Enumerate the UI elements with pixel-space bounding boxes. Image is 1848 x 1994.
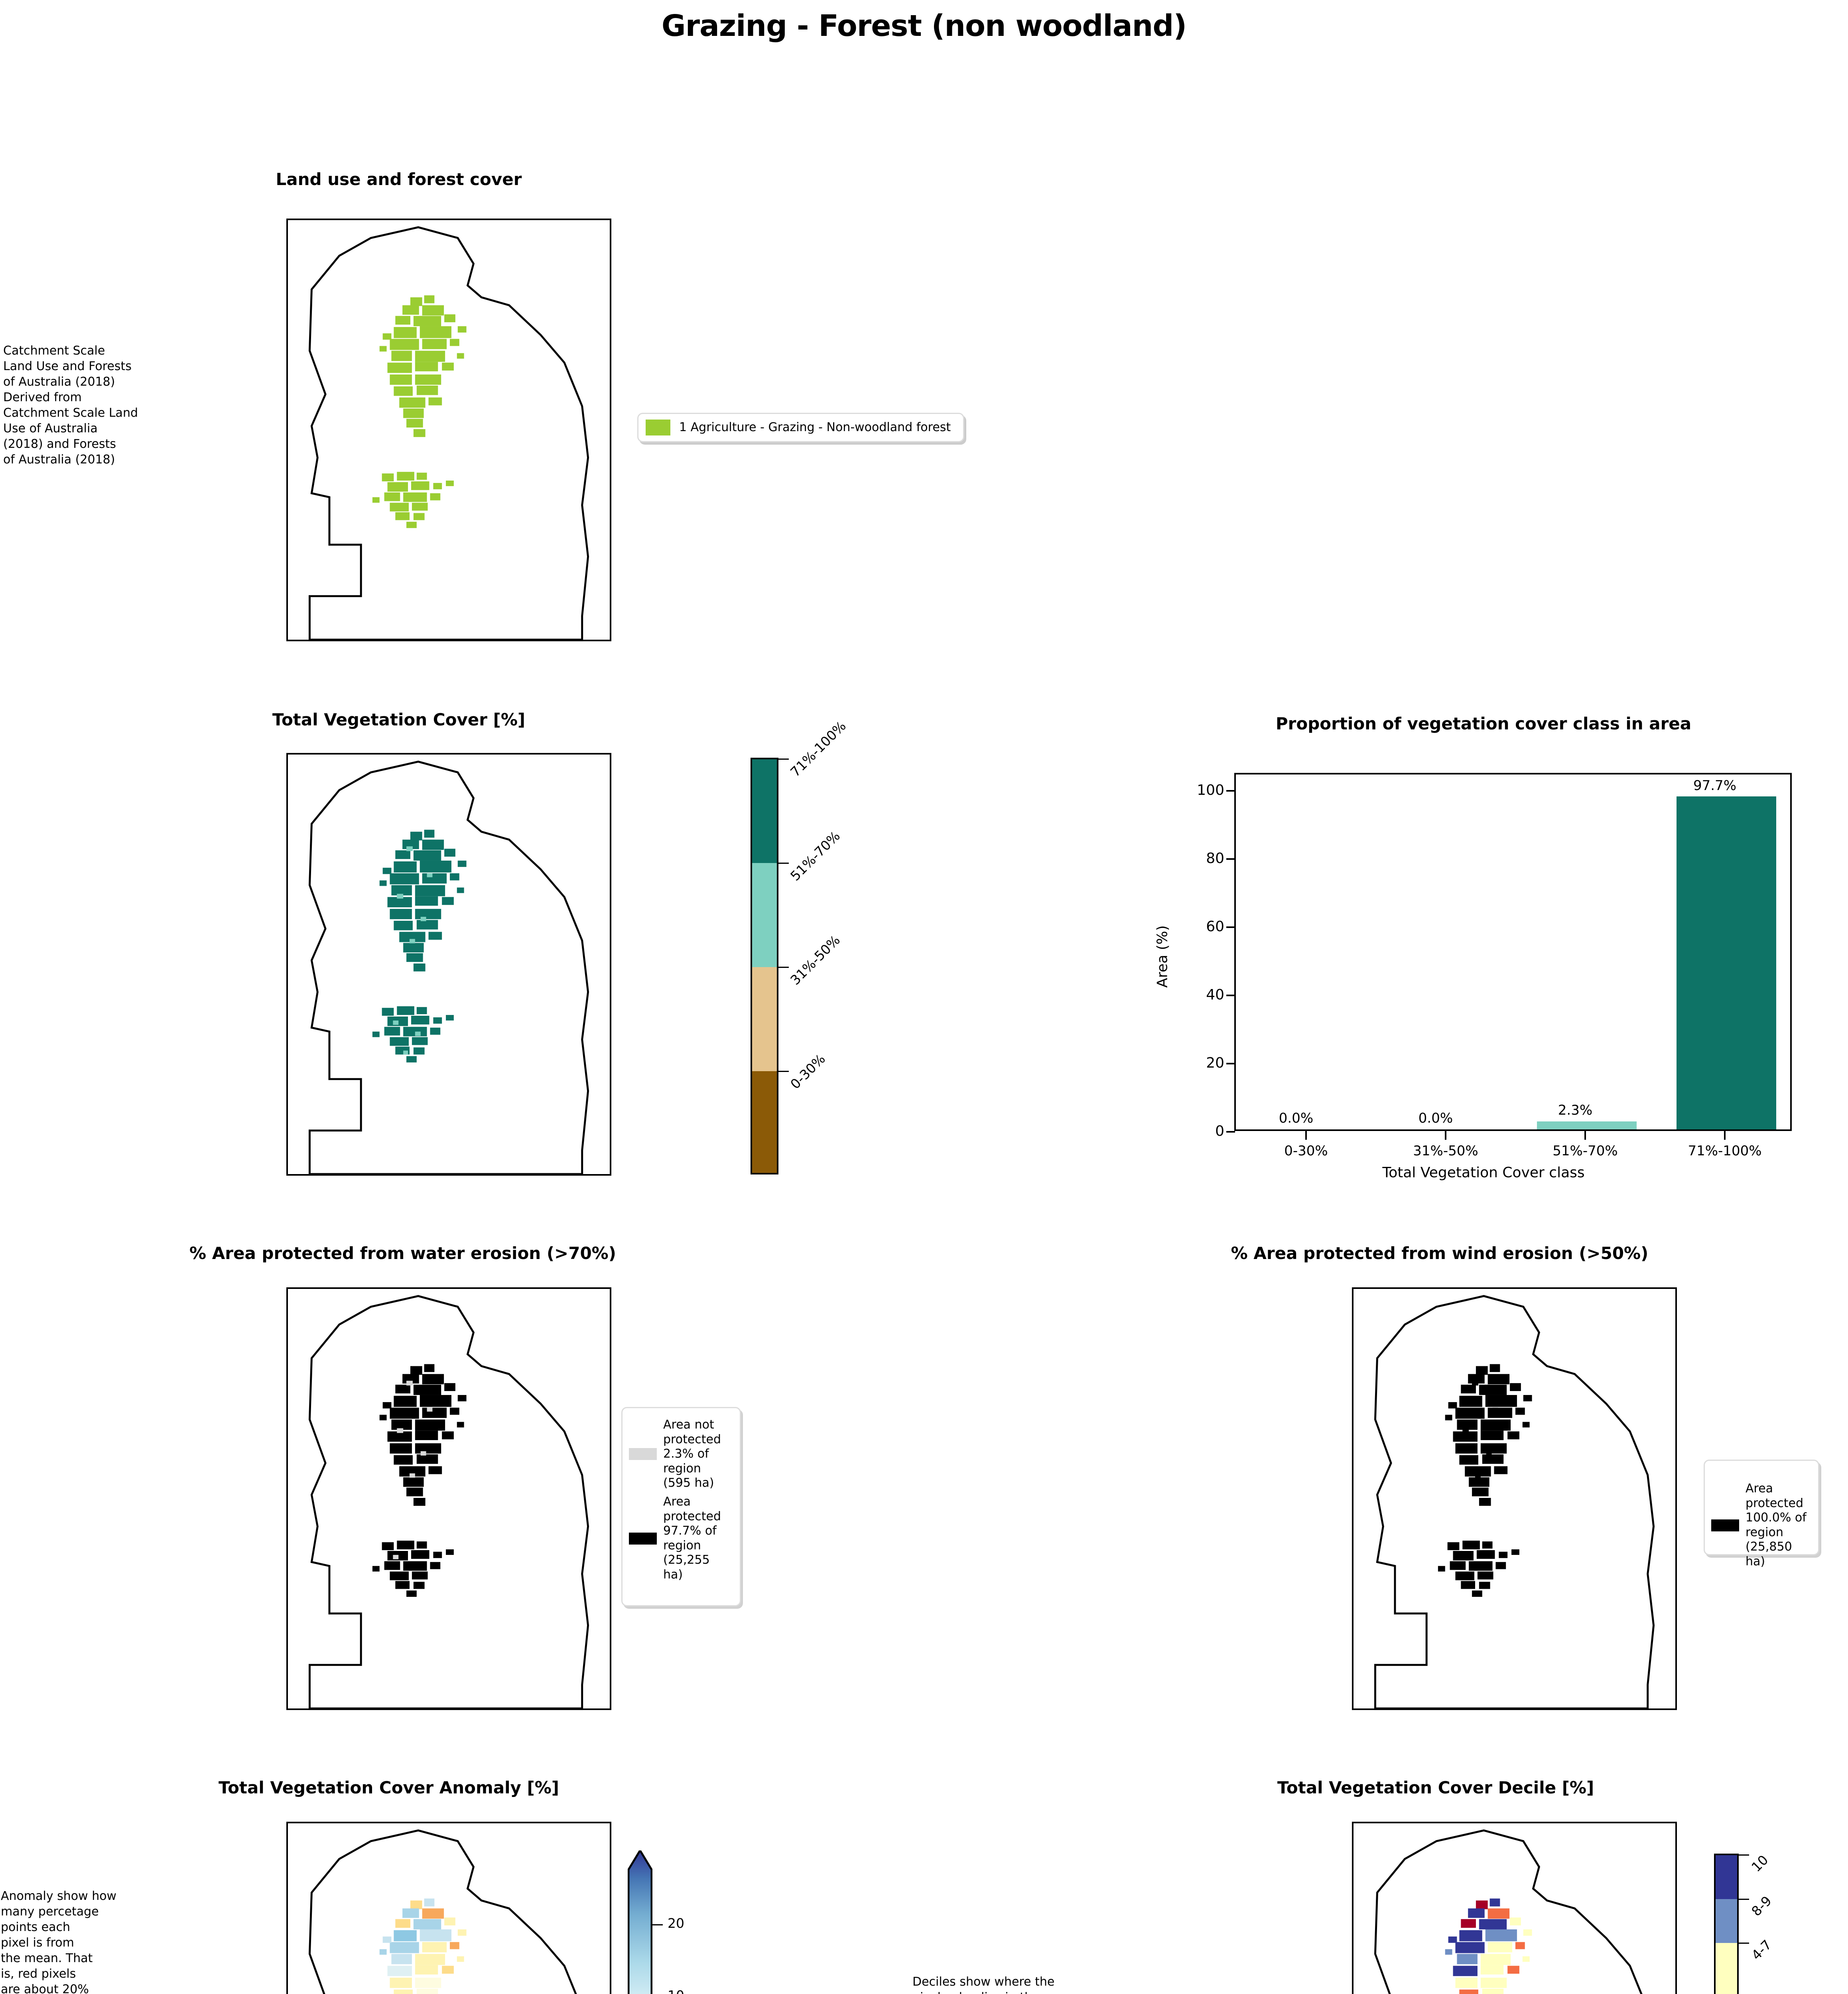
wind-panel-title: % Area protected from wind erosion (>50%…: [1231, 1243, 1649, 1263]
decile-explanation-note: Deciles show where the pixel value lies …: [912, 1975, 1055, 1994]
water-panel-title: % Area protected from water erosion (>70…: [189, 1243, 616, 1263]
cover-colorbar-label-0-30: 0-30%: [787, 1051, 828, 1092]
y-tick-80: 80: [1206, 850, 1224, 867]
landuse-source-note: Catchment Scale Land Use and Forests of …: [3, 344, 138, 467]
decile-label-10: 10: [1748, 1852, 1771, 1875]
decile-map-canvas: [1374, 1829, 1643, 1994]
x-tick-0-30: 0-30%: [1284, 1143, 1328, 1159]
water-legend-row-protected: Area protected 97.7% of region (25,255 h…: [629, 1495, 733, 1582]
x-tick-31-50: 31%-50%: [1413, 1143, 1478, 1159]
x-tick-71-100: 71%-100%: [1688, 1143, 1762, 1159]
cover-colorbar-seg-1: [752, 1071, 777, 1173]
anomaly-colorbar-gradient: [628, 1850, 652, 1994]
decile-colorbar-seg-8-9: [1716, 1899, 1737, 1943]
water-legend-text-protected: Area protected 97.7% of region (25,255 h…: [663, 1494, 721, 1582]
cover-colorbar-label-31-50: 31%-50%: [787, 932, 843, 988]
cover-colorbar-seg-4: [752, 759, 777, 863]
cover-map-canvas: [308, 761, 589, 1174]
landuse-panel-title: Land use and forest cover: [276, 169, 522, 189]
wind-legend-row-protected: Area protected 100.0% of region (25,850 …: [1711, 1482, 1812, 1569]
cover-colorbar-seg-3: [752, 863, 777, 967]
y-tick-40: 40: [1206, 987, 1224, 1003]
decile-colorbar-seg-4-7: [1716, 1943, 1737, 1994]
anomaly-map[interactable]: [286, 1822, 611, 1994]
bar-value-label-0: 0.0%: [1279, 1110, 1314, 1126]
wind-erosion-legend[interactable]: Area protected 100.0% of region (25,850 …: [1704, 1460, 1819, 1568]
water-legend-swatch-not-protected: [629, 1448, 657, 1460]
landuse-map[interactable]: [286, 219, 611, 641]
decile-map[interactable]: [1352, 1822, 1677, 1994]
anomaly-map-canvas: [308, 1829, 577, 1994]
landuse-legend-swatch: [646, 420, 670, 435]
bar-chart-title: Proportion of vegetation cover class in …: [1275, 714, 1692, 733]
decile-colorbar-seg-10: [1716, 1855, 1737, 1899]
water-erosion-map-canvas: [308, 1295, 589, 1708]
y-tick-20: 20: [1206, 1055, 1224, 1071]
bar-value-label-2: 2.3%: [1558, 1102, 1593, 1118]
water-legend-text-not-protected: Area not protected 2.3% of region (595 h…: [663, 1418, 721, 1490]
water-legend-swatch-protected: [629, 1532, 657, 1545]
y-tick-60: 60: [1206, 918, 1224, 935]
water-erosion-map[interactable]: [286, 1287, 611, 1710]
landuse-legend[interactable]: 1 Agriculture - Grazing - Non-woodland f…: [637, 413, 964, 442]
wind-erosion-map-canvas: [1374, 1295, 1655, 1708]
decile-panel-title: Total Vegetation Cover Decile [%]: [1277, 1778, 1594, 1797]
cover-panel-title: Total Vegetation Cover [%]: [272, 710, 526, 729]
wind-legend-swatch-protected: [1711, 1519, 1739, 1531]
page-title: Grazing - Forest (non woodland): [661, 9, 1187, 43]
x-tick-51-70: 51%-70%: [1552, 1143, 1618, 1159]
decile-label-4-7: 4-7: [1748, 1937, 1775, 1963]
water-erosion-legend[interactable]: Area not protected 2.3% of region (595 h…: [621, 1407, 741, 1606]
landuse-legend-label: 1 Agriculture - Grazing - Non-woodland f…: [679, 420, 951, 435]
bar-chart-y-axis-label: Area (%): [1154, 925, 1171, 988]
anomaly-panel-title: Total Vegetation Cover Anomaly [%]: [219, 1778, 559, 1797]
anomaly-tick-20: 20: [668, 1915, 684, 1931]
bar-71-100[interactable]: [1677, 796, 1776, 1129]
y-tick-100: 100: [1197, 782, 1224, 798]
cover-colorbar-seg-2: [752, 967, 777, 1071]
proportion-bar-chart[interactable]: Proportion of vegetation cover class in …: [1145, 714, 1822, 1240]
y-tick-0: 0: [1215, 1123, 1224, 1139]
cover-colorbar-label-71-100: 71%-100%: [787, 718, 849, 780]
decile-label-8-9: 8-9: [1748, 1893, 1775, 1919]
wind-erosion-map[interactable]: [1352, 1287, 1677, 1710]
bar-value-label-3: 97.7%: [1693, 778, 1736, 794]
cover-colorbar-label-51-70: 51%-70%: [787, 828, 843, 884]
landuse-map-canvas: [308, 226, 589, 640]
anomaly-tick-10: 10: [668, 1988, 684, 1994]
anomaly-explanation-note: Anomaly show how many percetage points e…: [1, 1889, 117, 1994]
cover-map[interactable]: [286, 753, 611, 1176]
bar-51-70[interactable]: [1537, 1121, 1637, 1129]
bar-chart-plot-area: [1234, 773, 1792, 1131]
wind-legend-text-protected: Area protected 100.0% of region (25,850 …: [1746, 1482, 1807, 1568]
bar-chart-x-axis-label: Total Vegetation Cover class: [1382, 1164, 1585, 1181]
water-legend-row-not-protected: Area not protected 2.3% of region (595 h…: [629, 1418, 733, 1491]
bar-value-label-1: 0.0%: [1418, 1110, 1453, 1126]
